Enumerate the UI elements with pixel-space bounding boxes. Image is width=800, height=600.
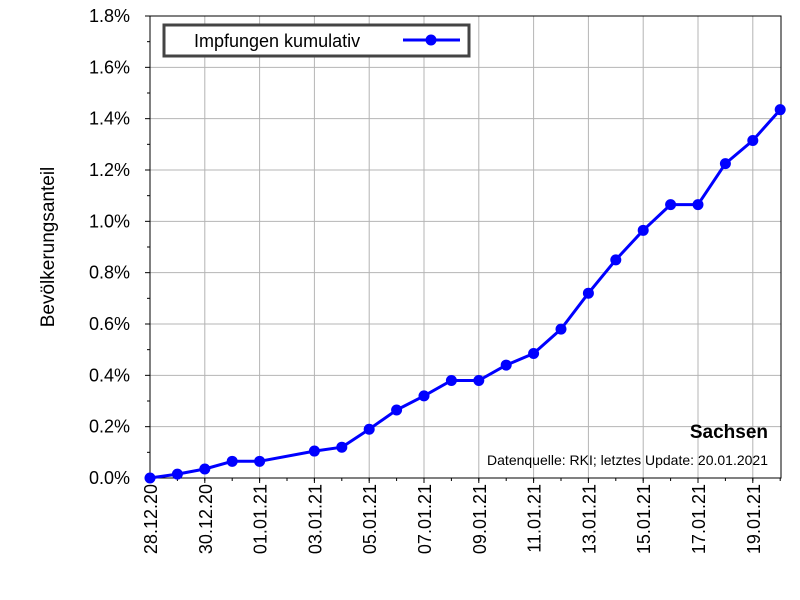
plot-frame	[149, 15, 782, 479]
x-tick-label: 30.12.20	[196, 484, 216, 554]
series-group	[144, 104, 786, 484]
x-tick-label: 05.01.21	[360, 484, 380, 554]
data-point	[637, 224, 649, 236]
y-tick-label: 1.4%	[89, 109, 130, 129]
source-label: Datenquelle: RKI; letztes Update: 20.01.…	[487, 452, 768, 468]
data-point	[144, 472, 156, 484]
y-axis: 0.0% 0.2% 0.4% 0.6% 0.8% 1.0% 1.2% 1.4% 1.6% 1.8%	[89, 6, 150, 488]
grid-lines	[149, 15, 781, 479]
legend-label: Impfungen kumulativ	[194, 31, 360, 51]
data-point	[171, 468, 183, 480]
x-tick-label: 15.01.21	[634, 484, 654, 554]
x-axis: 28.12.20 30.12.20 01.01.21 03.01.21 05.01.21…	[141, 478, 781, 554]
x-tick-label: 13.01.21	[579, 484, 599, 554]
data-point	[692, 199, 704, 211]
region-label: Sachsen	[690, 422, 768, 443]
legend-marker	[425, 34, 437, 46]
y-tick-label: 0.2%	[89, 417, 130, 437]
x-tick-label: 11.01.21	[525, 484, 545, 553]
data-point	[500, 359, 512, 371]
y-axis-title: Bevölkerungsanteil	[38, 167, 59, 328]
data-point	[528, 348, 540, 360]
y-tick-label: 0.0%	[89, 468, 130, 488]
x-tick-label: 19.01.21	[744, 484, 764, 554]
x-tick-label: 01.01.21	[251, 484, 271, 554]
y-tick-label: 1.6%	[89, 57, 130, 77]
y-tick-label: 0.6%	[89, 314, 130, 334]
data-point	[308, 445, 320, 457]
data-point	[582, 287, 594, 299]
data-point	[473, 374, 485, 386]
data-point	[774, 104, 786, 116]
data-point	[418, 390, 430, 402]
data-point	[610, 254, 622, 266]
data-point	[336, 441, 348, 453]
series-line	[149, 108, 782, 480]
y-tick-label: 0.4%	[89, 365, 130, 385]
x-tick-label: 09.01.21	[470, 484, 490, 554]
legend: Impfungen kumulativ	[162, 23, 471, 58]
x-tick-label: 17.01.21	[689, 484, 709, 554]
data-point	[391, 404, 403, 416]
data-point	[665, 199, 677, 211]
data-point	[719, 158, 731, 170]
y-tick-label: 1.8%	[89, 6, 130, 26]
data-point	[747, 134, 759, 146]
y-tick-label: 1.2%	[89, 160, 130, 180]
plot-border	[149, 15, 782, 479]
data-point	[199, 463, 211, 475]
data-point	[226, 455, 238, 467]
x-tick-label: 28.12.20	[141, 484, 161, 554]
data-point	[254, 455, 266, 467]
x-tick-label: 07.01.21	[415, 484, 435, 554]
y-tick-label: 0.8%	[89, 263, 130, 283]
y-tick-label: 1.0%	[89, 211, 130, 231]
data-point	[445, 374, 457, 386]
data-point	[363, 423, 375, 435]
x-tick-label: 03.01.21	[305, 484, 325, 554]
data-point	[555, 323, 567, 335]
